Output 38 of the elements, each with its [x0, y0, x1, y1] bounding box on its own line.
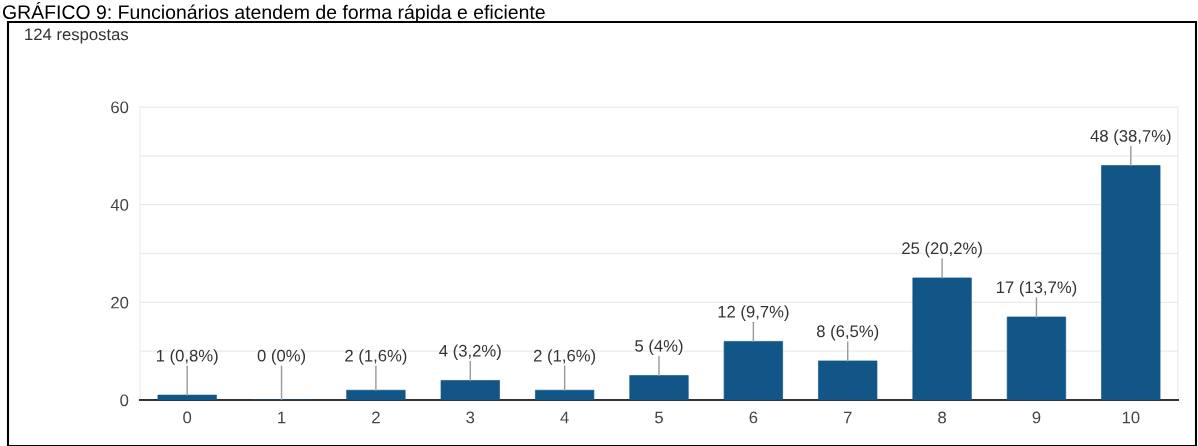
x-tick-label: 5: [655, 411, 663, 424]
data-label: 1 (0,8%): [156, 349, 218, 365]
data-label: 0 (0%): [257, 349, 306, 365]
x-tick-label: 7: [843, 411, 852, 424]
bar: [1006, 316, 1067, 400]
data-label: 25 (20,2%): [902, 241, 982, 258]
bar: [723, 341, 783, 400]
x-tick-label: 4: [560, 411, 569, 424]
y-tick-label: 40: [110, 199, 129, 211]
bar: [440, 380, 500, 400]
chart-title: GRÁFICO 9: Funcionários atendem de forma rápida e eficiente: [2, 2, 545, 23]
bar: [818, 360, 878, 400]
bar: [629, 375, 689, 400]
data-label: 5 (4%): [635, 339, 683, 356]
x-tick-label: 10: [1122, 411, 1140, 424]
bar: [535, 389, 595, 400]
data-label: 2 (1,6%): [533, 349, 596, 365]
x-tick-label: 3: [466, 411, 475, 424]
data-label: 17 (13,7%): [996, 280, 1077, 297]
data-label: 48 (38,7%): [1090, 129, 1171, 146]
bar: [157, 394, 217, 400]
bar: [1101, 165, 1161, 400]
bar: [346, 389, 406, 400]
x-tick-label: 1: [278, 411, 286, 424]
x-tick-label: 9: [1032, 411, 1041, 424]
x-tick-label: 8: [938, 411, 946, 424]
y-tick-label: 0: [120, 394, 129, 407]
x-tick-label: 0: [183, 411, 192, 424]
data-label: 12 (9,7%): [718, 305, 789, 321]
x-tick-label: 6: [749, 411, 758, 424]
bar: [912, 277, 972, 400]
chart-subtitle: 124 respostas: [25, 28, 129, 44]
y-tick-label: 60: [111, 101, 129, 114]
data-label: 4 (3,2%): [439, 344, 501, 360]
x-tick-label: 2: [372, 411, 380, 424]
data-label: 8 (6,5%): [816, 324, 879, 341]
data-label: 2 (1,6%): [345, 349, 407, 365]
y-tick-label: 20: [111, 296, 129, 309]
